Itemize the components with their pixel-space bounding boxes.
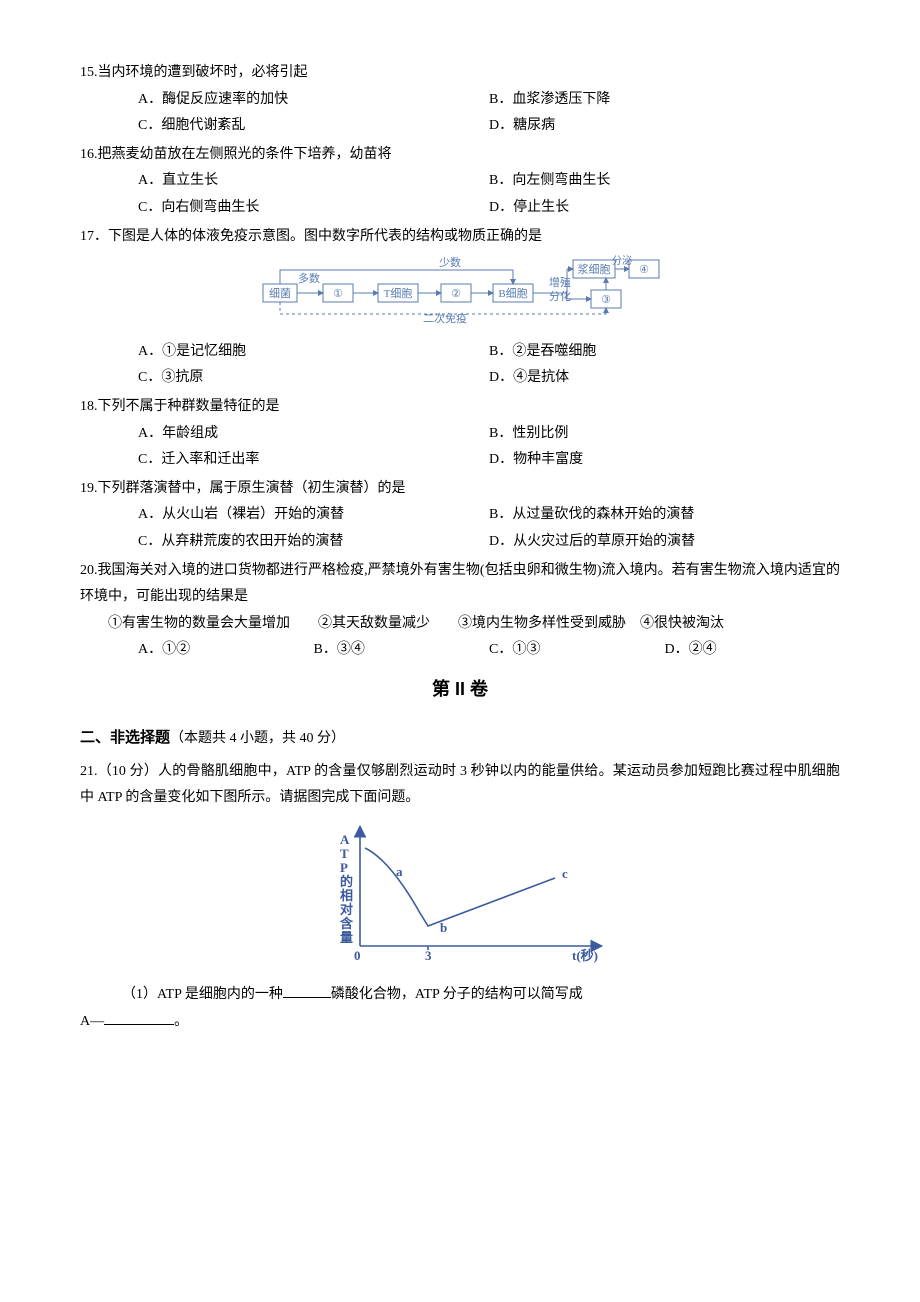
ylabel-3: P bbox=[340, 860, 348, 875]
q19-opt-b: B．从过量砍伐的森林开始的演替 bbox=[489, 502, 840, 529]
part2-heading-bold: 二、非选择题 bbox=[80, 729, 170, 746]
label-prolif: 增殖 bbox=[549, 275, 571, 289]
q19-options: A．从火山岩（裸岩）开始的演替 B．从过量砍伐的森林开始的演替 C．从弃耕荒废的… bbox=[80, 502, 840, 555]
point-c: c bbox=[562, 866, 568, 881]
q17-diagram: 细菌 ① T细胞 ② B细胞 浆细胞 ④ ③ 少数 多数 增殖 分化 分泌 二次… bbox=[80, 254, 840, 335]
q20-items: ①有害生物的数量会大量增加 ②其天敌数量减少 ③境内生物多样性受到威胁 ④很快被… bbox=[80, 611, 840, 638]
q16-opt-a: A．直立生长 bbox=[138, 168, 489, 195]
label-few: 少数 bbox=[439, 256, 461, 269]
label-second: 二次免疫 bbox=[423, 311, 467, 324]
node-bcell: B细胞 bbox=[498, 287, 527, 300]
q15-opt-b: B．血浆渗透压下降 bbox=[489, 87, 840, 114]
q15-options: A．酶促反应速率的加快 B．血浆渗透压下降 C．细胞代谢紊乱 D．糖尿病 bbox=[80, 87, 840, 140]
ylabel-4: 的 bbox=[340, 874, 353, 889]
q19-opt-d: D．从火灾过后的草原开始的演替 bbox=[489, 529, 840, 556]
question-20: 20.我国海关对入境的进口货物都进行严格检疫,严禁境外有害生物(包括虫卵和微生物… bbox=[80, 558, 840, 664]
q17-stem: 17．下图是人体的体液免疫示意图。图中数字所代表的结构或物质正确的是 bbox=[80, 224, 840, 251]
node-plasma: 浆细胞 bbox=[578, 262, 611, 276]
q17-opt-a: A．①是记忆细胞 bbox=[138, 339, 489, 366]
q17-opt-d: D．④是抗体 bbox=[489, 365, 840, 392]
question-17: 17．下图是人体的体液免疫示意图。图中数字所代表的结构或物质正确的是 bbox=[80, 224, 840, 392]
q21-chart: A T P 的 相 对 含 量 0 3 t(秒) a b c bbox=[80, 818, 840, 977]
q20-opt-d: D．②④ bbox=[665, 637, 841, 664]
q18-opt-b: B．性别比例 bbox=[489, 421, 840, 448]
q15-opt-d: D．糖尿病 bbox=[489, 113, 840, 140]
node-2: ② bbox=[451, 288, 461, 300]
q20-opt-a: A．①② bbox=[138, 637, 314, 664]
node-4: ④ bbox=[639, 264, 649, 276]
question-19: 19.下列群落演替中，属于原生演替（初生演替）的是 A．从火山岩（裸岩）开始的演… bbox=[80, 476, 840, 556]
ylabel-5: 相 bbox=[340, 888, 353, 903]
xlabel: t(秒) bbox=[572, 948, 598, 963]
q20-options: A．①② B．③④ C．①③ D．②④ bbox=[80, 637, 840, 664]
q16-opt-d: D．停止生长 bbox=[489, 195, 840, 222]
q21-sub1-b: 磷酸化合物，ATP 分子的结构可以简写成 bbox=[331, 987, 583, 1002]
blank-2 bbox=[104, 1010, 174, 1025]
q15-opt-a: A．酶促反应速率的加快 bbox=[138, 87, 489, 114]
label-diff: 分化 bbox=[549, 289, 571, 303]
q16-opt-c: C．向右侧弯曲生长 bbox=[138, 195, 489, 222]
q18-opt-d: D．物种丰富度 bbox=[489, 447, 840, 474]
q21-sub1-a: （1）ATP 是细胞内的一种 bbox=[122, 987, 283, 1002]
q21-sub1-d: 。 bbox=[174, 1014, 188, 1029]
q18-opt-c: C．迁入率和迁出率 bbox=[138, 447, 489, 474]
ylabel-1: A bbox=[340, 832, 350, 847]
blank-1 bbox=[283, 983, 331, 998]
xtick-3: 3 bbox=[425, 948, 432, 963]
q20-opt-b: B．③④ bbox=[314, 637, 490, 664]
q19-opt-c: C．从弃耕荒废的农田开始的演替 bbox=[138, 529, 489, 556]
node-3: ③ bbox=[601, 294, 611, 306]
point-a: a bbox=[396, 864, 403, 879]
node-bac: 细菌 bbox=[269, 287, 291, 300]
section-2-title: 第 II 卷 bbox=[80, 672, 840, 706]
q20-opt-c: C．①③ bbox=[489, 637, 665, 664]
ylabel-6: 对 bbox=[340, 902, 353, 917]
q21-stem: 21.（10 分）人的骨骼肌细胞中，ATP 的含量仅够剧烈运动时 3 秒钟以内的… bbox=[80, 759, 840, 812]
q19-stem: 19.下列群落演替中，属于原生演替（初生演替）的是 bbox=[80, 476, 840, 503]
q18-stem: 18.下列不属于种群数量特征的是 bbox=[80, 394, 840, 421]
ylabel-2: T bbox=[340, 846, 349, 861]
q21-sub1-c: A— bbox=[80, 1014, 104, 1029]
question-21: 21.（10 分）人的骨骼肌细胞中，ATP 的含量仅够剧烈运动时 3 秒钟以内的… bbox=[80, 759, 840, 1036]
question-16: 16.把燕麦幼苗放在左侧照光的条件下培养，幼苗将 A．直立生长 B．向左侧弯曲生… bbox=[80, 142, 840, 222]
q21-sub1: （1）ATP 是细胞内的一种 磷酸化合物，ATP 分子的结构可以简写成 bbox=[80, 982, 840, 1009]
q16-options: A．直立生长 B．向左侧弯曲生长 C．向右侧弯曲生长 D．停止生长 bbox=[80, 168, 840, 221]
q16-opt-b: B．向左侧弯曲生长 bbox=[489, 168, 840, 195]
label-secrete: 分泌 bbox=[612, 254, 632, 267]
part2-heading-rest: （本题共 4 小题，共 40 分） bbox=[170, 731, 345, 746]
q15-opt-c: C．细胞代谢紊乱 bbox=[138, 113, 489, 140]
node-tcell: T细胞 bbox=[384, 287, 413, 300]
q21-sub1-line2: A— 。 bbox=[80, 1009, 840, 1036]
label-many: 多数 bbox=[298, 271, 320, 285]
q18-options: A．年龄组成 B．性别比例 C．迁入率和迁出率 D．物种丰富度 bbox=[80, 421, 840, 474]
question-18: 18.下列不属于种群数量特征的是 A．年龄组成 B．性别比例 C．迁入率和迁出率… bbox=[80, 394, 840, 474]
ylabel-8: 量 bbox=[340, 930, 353, 945]
origin-label: 0 bbox=[354, 948, 361, 963]
q15-stem: 15.当内环境的遭到破坏时，必将引起 bbox=[80, 60, 840, 87]
q16-stem: 16.把燕麦幼苗放在左侧照光的条件下培养，幼苗将 bbox=[80, 142, 840, 169]
point-b: b bbox=[440, 920, 447, 935]
q17-options: A．①是记忆细胞 B．②是吞噬细胞 C．③抗原 D．④是抗体 bbox=[80, 339, 840, 392]
q17-opt-c: C．③抗原 bbox=[138, 365, 489, 392]
question-15: 15.当内环境的遭到破坏时，必将引起 A．酶促反应速率的加快 B．血浆渗透压下降… bbox=[80, 60, 840, 140]
ylabel-7: 含 bbox=[339, 916, 354, 931]
part2-heading: 二、非选择题（本题共 4 小题，共 40 分） bbox=[80, 724, 840, 753]
q20-stem: 20.我国海关对入境的进口货物都进行严格检疫,严禁境外有害生物(包括虫卵和微生物… bbox=[80, 558, 840, 611]
q19-opt-a: A．从火山岩（裸岩）开始的演替 bbox=[138, 502, 489, 529]
q18-opt-a: A．年龄组成 bbox=[138, 421, 489, 448]
q17-opt-b: B．②是吞噬细胞 bbox=[489, 339, 840, 366]
node-1: ① bbox=[333, 288, 343, 300]
